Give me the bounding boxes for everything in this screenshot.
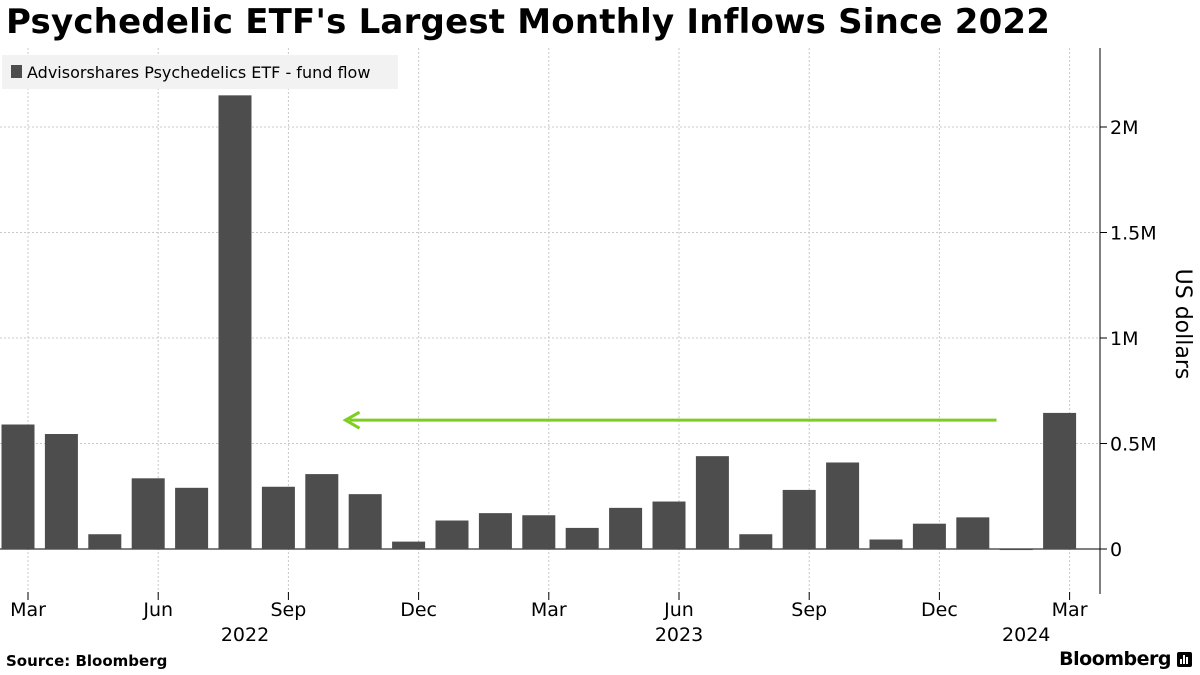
- bar: [435, 520, 469, 549]
- bar: [392, 541, 426, 549]
- bar: [88, 534, 122, 549]
- x-tick-label: Dec: [921, 599, 958, 621]
- x-tick-label: Dec: [400, 599, 437, 621]
- y-tick-label: 1.5M: [1110, 223, 1157, 245]
- bar: [869, 539, 903, 549]
- y-tick-label: 1M: [1110, 328, 1138, 350]
- bar: [522, 515, 556, 549]
- bar: [131, 478, 165, 549]
- bar: [826, 462, 860, 549]
- bar: [1043, 412, 1077, 549]
- legend-box: [2, 55, 398, 89]
- source-note: Source: Bloomberg: [6, 652, 168, 670]
- annotation-arrow-head: [342, 410, 361, 430]
- legend-swatch: [11, 65, 22, 78]
- legend-label: Advisorshares Psychedelics ETF - fund fl…: [27, 63, 370, 82]
- x-tick-label: Mar: [10, 599, 46, 621]
- bar: [912, 523, 946, 549]
- bar: [739, 534, 773, 549]
- y-tick-label: 0: [1110, 539, 1122, 561]
- bar: [44, 434, 78, 549]
- bar: [175, 487, 209, 549]
- x-year-label: 2024: [1002, 624, 1050, 646]
- bar: [478, 513, 512, 549]
- brand-name: Bloomberg: [1059, 648, 1171, 670]
- y-axis-label: US dollars: [1170, 269, 1195, 380]
- x-tick-label: Jun: [142, 599, 173, 621]
- bar: [218, 95, 252, 549]
- bar: [305, 474, 339, 549]
- bar: [999, 549, 1033, 551]
- bar: [348, 494, 382, 549]
- x-tick-label: Jun: [663, 599, 694, 621]
- x-tick-label: Mar: [531, 599, 567, 621]
- y-tick-label: 0.5M: [1110, 434, 1157, 456]
- bar: [609, 507, 643, 549]
- bar: [565, 527, 599, 549]
- bar: [695, 456, 729, 549]
- x-tick-label: Mar: [1052, 599, 1088, 621]
- bar: [956, 517, 990, 549]
- x-year-label: 2022: [221, 624, 269, 646]
- y-tick-label: 2M: [1110, 117, 1138, 139]
- chart-title: Psychedelic ETF's Largest Monthly Inflow…: [6, 2, 1051, 42]
- bloomberg-logo: Bloomberg: [1059, 648, 1192, 670]
- x-year-label: 2023: [655, 624, 703, 646]
- bloomberg-terminal-icon: [1177, 651, 1192, 667]
- bar: [652, 501, 686, 549]
- bar: [261, 486, 295, 549]
- x-tick-label: Sep: [791, 599, 827, 621]
- bar: [782, 489, 816, 549]
- x-tick-label: Sep: [270, 599, 306, 621]
- bar: [1, 424, 35, 549]
